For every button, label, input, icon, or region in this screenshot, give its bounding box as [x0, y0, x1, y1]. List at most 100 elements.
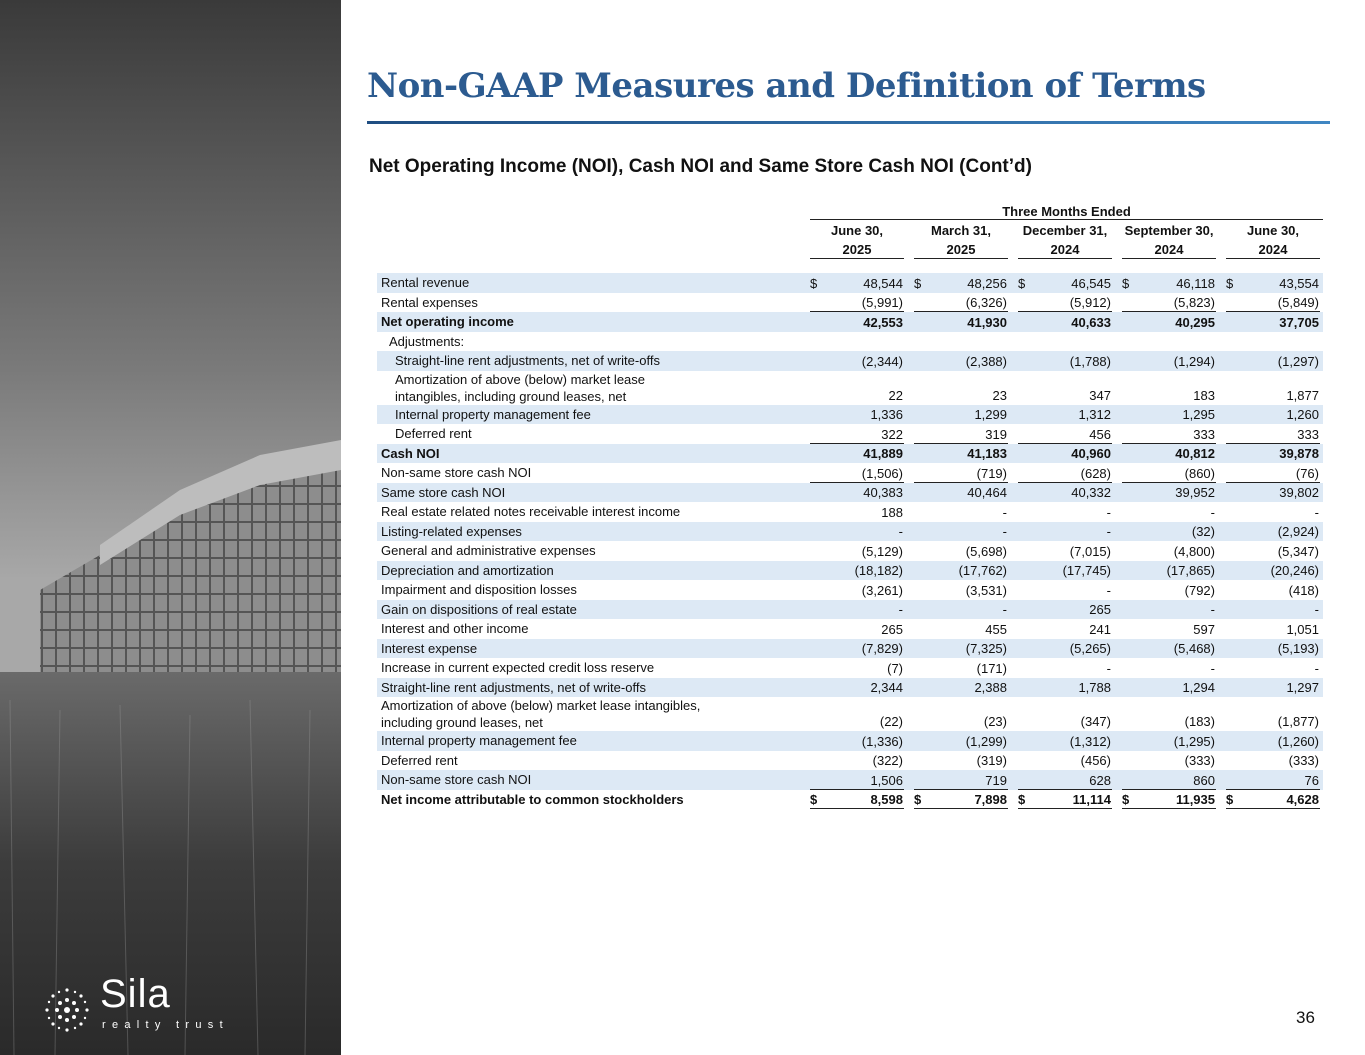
value-cell: -	[1011, 502, 1115, 522]
value-box: -	[1122, 503, 1216, 522]
row-label: Non-same store cash NOI	[381, 465, 532, 481]
value: 456	[1089, 426, 1111, 442]
value: 7,898	[974, 792, 1007, 807]
value-box: $43,554	[1226, 274, 1320, 293]
value-cell: (2,388)	[907, 351, 1011, 371]
table-row: Non-same store cash NOI (1,506) (719) (628)…	[377, 463, 1323, 483]
value: 860	[1193, 772, 1215, 788]
value-cell: (792)	[1115, 580, 1219, 600]
row-label: Amortization of above (below) market lea…	[381, 698, 701, 730]
table-row: Listing-related expenses - - - (32) (2,924)	[377, 521, 1323, 541]
value: 40,633	[1071, 314, 1111, 330]
blank	[377, 221, 803, 240]
value-box: (7)	[810, 659, 904, 678]
value: (17,762)	[958, 563, 1007, 578]
value-cell: 456	[1011, 424, 1115, 444]
value-cell: 188	[803, 502, 907, 522]
value: 1,506	[870, 772, 903, 788]
row-label: Interest expense	[377, 638, 803, 658]
row-label: Increase in current expected credit loss…	[381, 660, 655, 676]
value: 265	[881, 621, 903, 637]
value-cell: 39,952	[1115, 482, 1219, 502]
value: -	[1106, 504, 1111, 520]
logo-mark	[45, 988, 89, 1032]
value-box: 1,336	[810, 405, 904, 424]
value: 1,788	[1078, 680, 1111, 695]
value-box: (7,325)	[914, 639, 1008, 658]
value: (792)	[1184, 582, 1215, 598]
currency: $	[1226, 275, 1234, 291]
value: 319	[985, 426, 1007, 442]
value-cell: (456)	[1011, 751, 1115, 771]
value-box: (22)	[810, 712, 904, 731]
value: -	[1314, 602, 1319, 617]
row-label: Rental expenses	[381, 294, 478, 310]
value-cell: (719)	[907, 463, 1011, 483]
value: (7)	[887, 660, 903, 676]
value-box: 628	[1018, 771, 1112, 790]
spacer	[377, 259, 1323, 273]
column-header-cell: June 30,	[803, 221, 907, 240]
value-box: $11,935	[1122, 790, 1216, 809]
value-box: (17,745)	[1018, 561, 1112, 580]
value-cell: (5,265)	[1011, 638, 1115, 658]
currency: $	[1018, 275, 1026, 291]
value-cell: 40,633	[1011, 312, 1115, 332]
value: 4,628	[1286, 792, 1319, 807]
value-cell: $11,114	[1011, 790, 1115, 809]
value-cell: (7)	[803, 658, 907, 678]
value-box: -	[810, 522, 904, 541]
row-label: Same store cash NOI	[377, 482, 803, 502]
value-box: (4,800)	[1122, 542, 1216, 561]
value-box: (1,297)	[1226, 352, 1320, 371]
value-box: (2,924)	[1226, 522, 1320, 541]
currency: $	[914, 275, 922, 291]
column-header: March 31,	[931, 223, 991, 238]
value-cell: (3,531)	[907, 580, 1011, 600]
value-box: (5,698)	[914, 542, 1008, 561]
value-box: 319	[914, 425, 1008, 444]
value-box: -	[914, 503, 1008, 522]
value-cell: (322)	[803, 751, 907, 771]
currency: $	[1122, 275, 1130, 291]
value: 241	[1089, 621, 1111, 637]
value-cell: (7,829)	[803, 638, 907, 658]
value-box: (1,877)	[1226, 712, 1320, 731]
column-header-cell: June 30,	[1219, 221, 1323, 240]
value-cell: -	[907, 502, 1011, 522]
value-cell: (319)	[907, 751, 1011, 771]
value-cell: 40,960	[1011, 443, 1115, 463]
value: 41,183	[967, 446, 1007, 461]
table-row: Cash NOI 41,889 41,183 40,960 40,812 39,878	[377, 443, 1323, 463]
value-cell: (333)	[1115, 751, 1219, 771]
value-box: $8,598	[810, 790, 904, 809]
value: 11,935	[1175, 792, 1215, 807]
value-cell: (5,849)	[1219, 293, 1323, 312]
column-header-cell: 2024	[1011, 240, 1115, 259]
value: (5,129)	[861, 543, 903, 559]
value-box: (1,506)	[810, 464, 904, 483]
row-label: Net operating income	[377, 312, 803, 332]
value-box: (17,762)	[914, 561, 1008, 580]
value: (1,877)	[1277, 714, 1319, 729]
value-box: 41,183	[914, 444, 1008, 463]
value-cell: (5,347)	[1219, 541, 1323, 561]
column-header: 2024	[1122, 240, 1216, 259]
column-header: 2025	[810, 240, 904, 259]
column-header-cell: March 31,	[907, 221, 1011, 240]
value: (5,265)	[1069, 641, 1111, 656]
currency: $	[914, 792, 922, 807]
value-cell: 41,889	[803, 443, 907, 463]
value: 48,544	[863, 275, 903, 291]
value-box: 39,952	[1122, 483, 1216, 502]
value-box: $48,544	[810, 274, 904, 293]
column-header-cell: 2025	[907, 240, 1011, 259]
value: 40,383	[863, 485, 903, 500]
table-row: Real estate related notes receivable int…	[377, 502, 1323, 522]
value-cell: (1,297)	[1219, 351, 1323, 371]
value-cell: (17,762)	[907, 560, 1011, 580]
value-cell: $8,598	[803, 790, 907, 809]
table-row: Amortization of above (below) market lea…	[377, 371, 1323, 405]
row-label: Net income attributable to common stockh…	[381, 791, 684, 807]
value: (322)	[872, 753, 903, 768]
